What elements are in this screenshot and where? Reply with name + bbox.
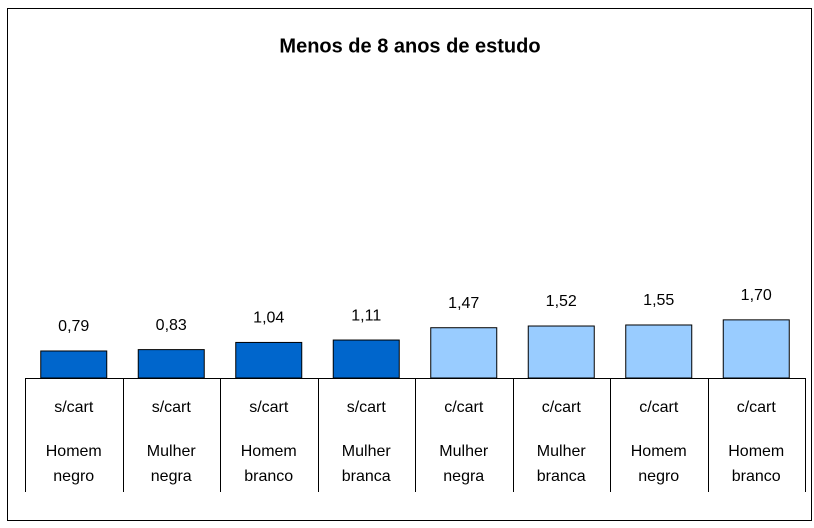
category-label: Mulher branca <box>342 443 392 485</box>
chart-title: Menos de 8 anos de estudo <box>279 35 540 57</box>
bar <box>40 350 108 379</box>
data-label: 0,83 <box>156 317 187 334</box>
subcategory-label: c/cart <box>444 399 484 416</box>
data-label: 1,55 <box>643 292 674 309</box>
bar <box>625 324 693 379</box>
data-label: 1,11 <box>351 307 381 324</box>
category-label: Homem negro <box>46 443 102 485</box>
category-label: Mulher negra <box>147 443 197 485</box>
data-label: 1,52 <box>546 293 577 310</box>
bar <box>722 319 790 379</box>
bar <box>235 341 303 379</box>
subcategory-label: c/cart <box>639 399 679 416</box>
bar <box>430 327 498 379</box>
category-label: Homem negro <box>631 443 687 485</box>
data-label: 0,79 <box>58 318 89 335</box>
data-label: 1,47 <box>448 295 479 312</box>
subcategory-label: s/cart <box>54 399 94 416</box>
bar <box>137 349 205 379</box>
category-label: Homem branco <box>241 443 297 485</box>
bar <box>527 325 595 379</box>
subcategory-label: c/cart <box>542 399 582 416</box>
category-label: Mulher negra <box>439 443 489 485</box>
subcategory-label: s/cart <box>347 399 387 416</box>
category-label: Mulher branca <box>537 443 587 485</box>
subcategory-label: s/cart <box>152 399 192 416</box>
bar <box>332 339 400 379</box>
category-label: Homem branco <box>728 443 784 485</box>
data-label: 1,04 <box>253 310 284 327</box>
data-label: 1,70 <box>741 287 772 304</box>
chart-frame <box>7 8 812 521</box>
subcategory-label: c/cart <box>737 399 777 416</box>
subcategory-label: s/cart <box>249 399 289 416</box>
